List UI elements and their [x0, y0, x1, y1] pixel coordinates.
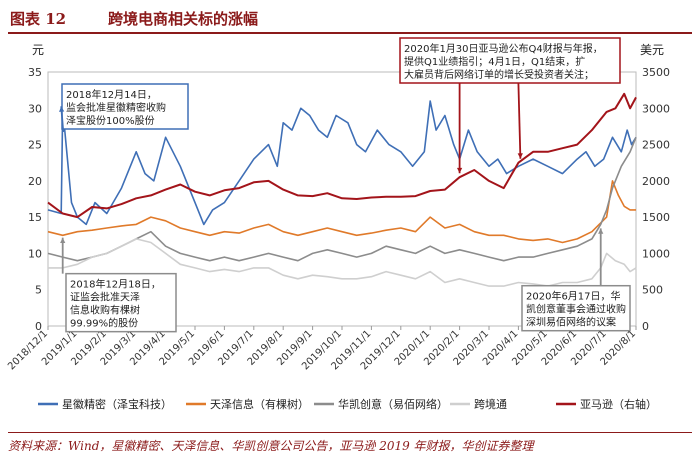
annotation-amazon-text: 提供Q1业绩指引；4月1日，Q1结束，扩	[404, 55, 585, 68]
annotation-huakai-arrowhead	[598, 228, 604, 234]
left-tick-label: 20	[28, 175, 42, 188]
annotation-huakai-text: 2020年6月17日，华	[526, 290, 621, 303]
annotation-amazon-text: 2020年1月30日亚马逊公布Q4财报与年报，	[404, 42, 603, 55]
annotation-tianze-text: 99.99%的股份	[70, 317, 138, 330]
left-tick-label: 25	[28, 139, 42, 152]
left-axis-unit: 元	[32, 43, 44, 57]
annotation-xinghui-text: 2018年12月14日，	[66, 88, 157, 101]
left-tick-label: 30	[28, 102, 42, 115]
series-line	[48, 238, 637, 287]
source-note: 资料来源：Wind，星徽精密、天泽信息、华凯创意公司公告，亚马逊 2019 年财…	[8, 432, 692, 454]
right-tick-label: 2000	[642, 175, 670, 188]
right-tick-label: 1500	[642, 211, 670, 224]
figure-number: 图表 12	[10, 10, 67, 28]
annotation-xinghui-text: 泽宝股份100%股份	[66, 114, 155, 127]
annotation-xinghui-text: 监会批准星徽精密收购	[66, 101, 166, 114]
annotation-tianze-arrowhead	[60, 237, 66, 244]
right-tick-label: 0	[642, 320, 649, 333]
legend-label: 天泽信息（有棵树）	[210, 397, 309, 411]
annotation-xinghui-arrowhead	[59, 106, 65, 112]
left-tick-label: 0	[35, 320, 42, 333]
series-line	[47, 180, 636, 244]
annotation-amazon-2-arrow	[517, 82, 522, 159]
left-tick-label: 10	[28, 247, 42, 260]
series-line	[47, 92, 637, 219]
annotation-xinghui-box	[61, 83, 189, 130]
annotation-huakai-text: 凯创意董事会通过收购	[526, 303, 626, 316]
left-tick-label: 5	[35, 284, 42, 297]
legend-label: 亚马逊（右轴）	[580, 397, 657, 411]
right-tick-label: 2500	[642, 139, 670, 152]
figure-header: 图表 12 跨境电商相关标的涨幅	[8, 6, 692, 34]
annotation-tianze-text: 2018年12月18日，	[70, 278, 161, 291]
left-tick-label: 15	[28, 211, 42, 224]
right-tick-label: 3000	[642, 102, 670, 115]
right-tick-label: 3500	[642, 66, 670, 79]
annotation-amazon-text: 大雇员背后网络订单的增长受投资者关注；	[404, 68, 594, 81]
annotation-huakai-text: 深圳易佰网络的议案	[526, 316, 616, 329]
line-chart: 元 美元 0 5 10 15 20 25 30 35 0 500 1000 1500 2000 2500 300…	[6, 37, 670, 411]
annotation-tianze-box	[65, 272, 177, 333]
annotation-tianze-text: 信息收购有棵树	[70, 304, 140, 317]
legend-label: 跨境通	[474, 397, 507, 411]
annotation-amazon-arrowhead	[456, 167, 463, 174]
right-tick-label: 1000	[642, 247, 670, 260]
legend-label: 华凯创意（易佰网络）	[338, 397, 448, 411]
annotation-amazon-box	[399, 37, 621, 84]
legend-label: 星徽精密（泽宝科技）	[62, 397, 172, 411]
x-tick-label: 2018/12/1	[6, 328, 50, 372]
left-tick-label: 35	[28, 66, 42, 79]
right-axis-unit: 美元	[640, 43, 664, 57]
annotation-huakai-box	[521, 284, 631, 332]
right-tick-label: 500	[642, 284, 663, 297]
annotation-tianze-text: 证监会批准天泽	[70, 291, 140, 304]
series-line	[47, 136, 637, 262]
annotation-amazon-2-arrowhead	[517, 153, 523, 159]
figure-title: 跨境电商相关标的涨幅	[108, 10, 259, 28]
series-line	[47, 100, 637, 226]
